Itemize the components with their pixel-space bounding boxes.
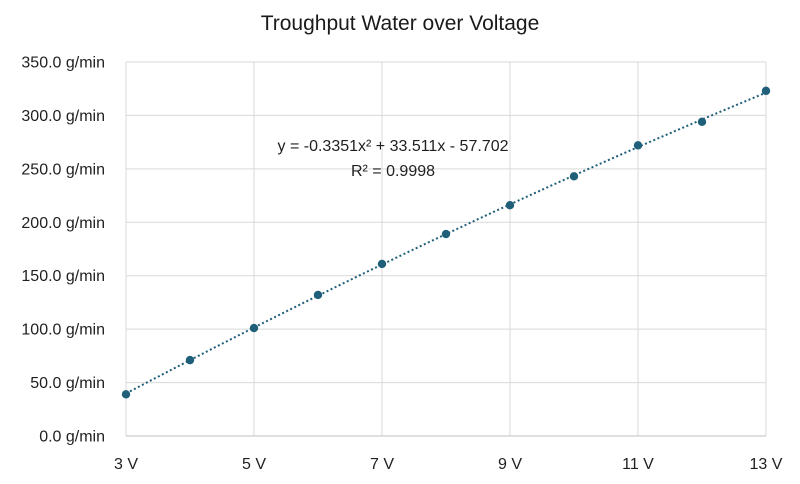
x-tick-label: 3 V xyxy=(114,456,138,473)
trendline-r2: R² = 0.9998 xyxy=(351,163,435,180)
data-point xyxy=(313,290,323,300)
y-tick-label: 300.0 g/min xyxy=(21,108,105,125)
x-tick-label: 13 V xyxy=(750,456,783,473)
data-point xyxy=(569,172,579,181)
y-tick-label: 350.0 g/min xyxy=(21,55,105,72)
y-tick-label: 0.0 g/min xyxy=(39,429,105,446)
x-tick-label: 5 V xyxy=(242,456,266,473)
y-tick-label: 50.0 g/min xyxy=(30,375,105,392)
chart-title: Troughput Water over Voltage xyxy=(260,12,540,35)
data-point xyxy=(441,229,451,239)
data-point xyxy=(249,323,259,333)
x-tick-label: 11 V xyxy=(622,456,654,473)
data-point xyxy=(633,141,643,150)
y-tick-label: 150.0 g/min xyxy=(21,268,105,285)
data-point xyxy=(697,117,707,127)
trendline-equation: y = -0.3351x² + 33.511x - 57.702 xyxy=(278,138,509,155)
data-point xyxy=(185,355,195,365)
data-point xyxy=(121,390,131,399)
data-point xyxy=(505,200,515,210)
data-point xyxy=(761,86,771,96)
data-point xyxy=(377,259,387,269)
y-tick-label: 250.0 g/min xyxy=(21,161,105,178)
x-tick-label: 7 V xyxy=(370,456,394,473)
x-tick-label: 9 V xyxy=(498,456,522,473)
y-tick-label: 100.0 g/min xyxy=(21,322,105,339)
y-tick-label: 200.0 g/min xyxy=(21,215,105,232)
